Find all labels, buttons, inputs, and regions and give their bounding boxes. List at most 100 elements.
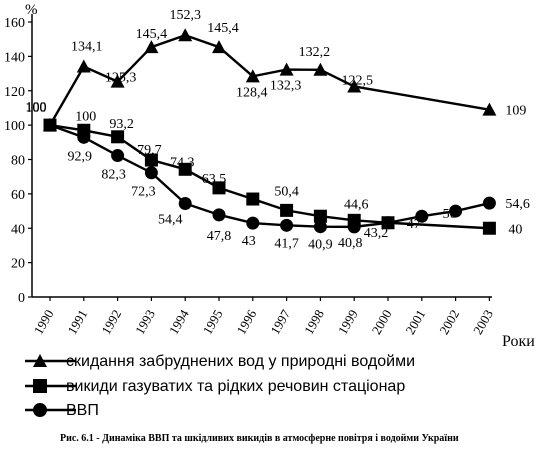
data-label-circle: 92,9 [68, 149, 93, 164]
x-tick-label: 2002 [436, 307, 462, 337]
data-point-triangle [313, 62, 328, 76]
data-point-circle [77, 130, 91, 144]
data-label-circle: 43,2 [364, 226, 389, 241]
data-point-circle [313, 220, 327, 234]
x-tick-label: 1992 [98, 307, 124, 337]
axes [28, 14, 492, 301]
x-tick-label: 1994 [166, 307, 192, 337]
data-label-circle: 41,7 [274, 236, 299, 251]
x-tick-label: 1997 [267, 307, 293, 337]
data-point-circle [111, 149, 125, 163]
data-point-circle [449, 204, 463, 218]
data-point-triangle [110, 74, 125, 88]
data-point-square [212, 181, 226, 195]
data-label-circle: 100 [26, 100, 47, 115]
x-tick-label: 1995 [200, 307, 226, 337]
x-tick-label: 2001 [402, 307, 428, 337]
legend-label-square: викиди газуватих та рідких речовин стаці… [66, 378, 405, 395]
data-label-circle: 54,4 [158, 213, 183, 228]
data-point-square [280, 203, 294, 217]
data-point-circle [178, 197, 192, 210]
data-point-triangle [76, 59, 91, 73]
data-label-circle: 40,8 [338, 236, 363, 251]
data-point-circle [246, 216, 260, 230]
legend-marker-square [33, 379, 47, 393]
y-tick-label: 40 [11, 222, 25, 237]
legend-marker-circle [33, 403, 47, 417]
data-label-square: 63,5 [202, 172, 227, 187]
y-tick-label: 140 [4, 50, 25, 65]
data-point-square [178, 162, 192, 176]
series-group [43, 28, 497, 235]
data-label-triangle: 132,3 [270, 79, 302, 94]
data-label-square: 100 [75, 109, 96, 124]
y-tick-label: 0 [18, 291, 25, 306]
x-tick-label: 1990 [31, 307, 57, 337]
data-point-circle [415, 209, 429, 223]
data-point-square [144, 153, 158, 167]
data-label-circle: 82,3 [101, 168, 126, 183]
data-point-circle [43, 118, 57, 132]
data-label-square: 44,6 [344, 197, 369, 212]
data-point-circle [381, 216, 395, 230]
data-point-square [313, 209, 327, 223]
legend-label-circle: ВВП [66, 402, 99, 419]
data-point-circle [482, 196, 496, 210]
x-tick-label: 1996 [233, 307, 259, 337]
x-tick-label: 2000 [369, 307, 395, 337]
data-label-square: 50,4 [274, 184, 299, 199]
x-tick-labels: 1990 1991 1992 1993 1994 1995 1996 1997 1998 1999… [31, 307, 496, 337]
figure-caption: Рис. 6.1 - Динаміка ВВП та шкідливих вик… [60, 433, 459, 444]
y-tick-label: 120 [4, 85, 25, 100]
data-label-circle: 50 [443, 207, 457, 222]
x-tick-label: 1991 [64, 307, 90, 337]
data-label-triangle: 145,4 [136, 27, 168, 42]
data-point-triangle [279, 62, 294, 76]
data-point-circle [212, 208, 226, 222]
data-point-triangle [144, 40, 159, 54]
data-label-circle: 47 [407, 217, 421, 232]
data-label-triangle: 128,4 [236, 85, 268, 100]
data-label-triangle: 100 [26, 101, 47, 116]
data-label-circle: 47,8 [207, 229, 232, 244]
y-tick-label: 100 [4, 119, 25, 134]
data-point-triangle [245, 69, 260, 83]
data-label-triangle: 109 [505, 104, 526, 119]
y-tick-label: 160 [4, 16, 25, 31]
data-label-triangle: 145,4 [207, 21, 239, 36]
data-label-square: 74,3 [170, 155, 195, 170]
x-axis-title: Роки [502, 333, 535, 350]
data-point-triangle [347, 79, 362, 93]
x-tick-label: 1999 [335, 307, 361, 337]
x-tick-label: 1998 [301, 307, 327, 337]
data-point-triangle [212, 40, 226, 54]
y-tick-label: 80 [11, 154, 25, 169]
y-unit-label: % [25, 2, 38, 18]
data-label-circle: 40,9 [308, 238, 333, 253]
data-label-circle: 72,3 [131, 185, 156, 200]
data-label-triangle: 132,2 [299, 45, 331, 60]
data-label-square: 40 [508, 222, 522, 237]
data-point-square [482, 221, 496, 235]
x-tick-label: 2003 [470, 307, 496, 337]
data-point-circle [347, 220, 361, 234]
data-label-square: 93,2 [109, 117, 134, 132]
data-label-triangle: 152,3 [169, 8, 201, 23]
y-tick-labels: 0 20 40 60 80 100 120 140 160 [4, 16, 25, 306]
legend: скидання забруднених вод у природні водо… [25, 353, 415, 419]
y-tick-label: 60 [11, 188, 25, 203]
data-label-circle: 54,6 [505, 197, 530, 212]
y-tick-label: 20 [11, 257, 25, 272]
data-label-triangle: 134,1 [71, 40, 103, 55]
legend-label-triangle: скидання забруднених вод у природні водо… [66, 353, 415, 370]
legend-marker-triangle [33, 354, 47, 367]
data-point-square [246, 192, 260, 206]
data-point-triangle [178, 28, 193, 42]
data-point-triangle [482, 102, 497, 116]
x-tick-label: 1993 [132, 307, 158, 337]
data-point-circle [144, 166, 158, 180]
data-point-square [111, 130, 125, 144]
data-label-circle: 43 [242, 234, 256, 249]
